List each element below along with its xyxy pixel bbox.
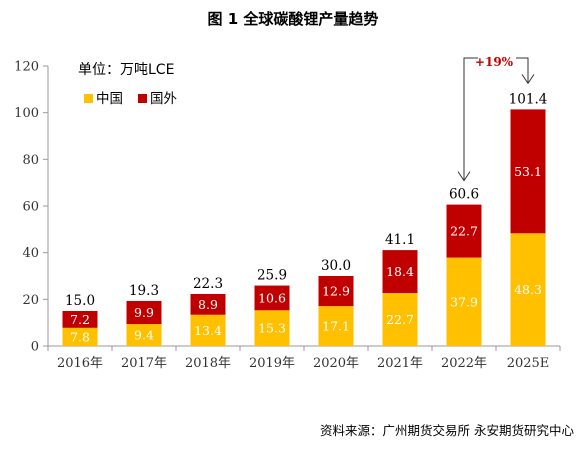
- annotation-line-right: [516, 57, 529, 84]
- legend: 单位：万吨LCE 中国 国外: [78, 62, 177, 107]
- bar-foreign: [126, 300, 162, 325]
- bar-foreign: [446, 204, 482, 258]
- bar-china: [318, 306, 354, 346]
- bar-china: [446, 257, 482, 346]
- total-label: 25.9: [257, 268, 287, 284]
- data-label-foreign: 8.9: [198, 297, 218, 312]
- data-label-foreign: 53.1: [514, 164, 542, 179]
- bar-china: [382, 293, 418, 346]
- bar-china: [190, 314, 226, 346]
- total-label: 15.0: [65, 293, 95, 309]
- annotation-arrowhead-left: [457, 171, 471, 182]
- data-label-foreign: 18.4: [386, 264, 414, 279]
- data-labels: 7.8 7.2 15.0 2016年 9.4 9.9 19.3 2017年 13.4 8.9 22.…: [57, 91, 549, 371]
- unit-label: 单位：万吨LCE: [78, 62, 174, 78]
- bar-china: [126, 324, 162, 346]
- bar-foreign: [190, 293, 226, 315]
- data-label-china: 9.4: [134, 328, 154, 343]
- x-tick-label: 2018年: [185, 356, 231, 371]
- x-tick-label: 2019年: [249, 356, 295, 371]
- x-tick-label: 2022年: [441, 356, 487, 371]
- data-label-china: 48.3: [514, 282, 542, 297]
- data-label-china: 17.1: [322, 319, 350, 334]
- bar-foreign: [510, 109, 546, 234]
- total-label: 22.3: [193, 276, 223, 292]
- growth-label: +19%: [475, 55, 514, 69]
- x-tick-label: 2021年: [377, 356, 423, 371]
- bar-foreign: [318, 276, 354, 307]
- bar-china: [62, 327, 98, 346]
- growth-annotation: +19%: [457, 55, 535, 182]
- legend-label-foreign: 国外: [150, 91, 177, 107]
- y-tick-label: 40: [22, 246, 39, 261]
- legend-swatch-foreign: [138, 94, 147, 103]
- data-label-china: 15.3: [258, 321, 286, 336]
- data-label-foreign: 12.9: [322, 284, 350, 299]
- y-tick-label: 80: [22, 153, 39, 168]
- total-label: 101.4: [509, 91, 548, 107]
- y-tick-label: 20: [22, 293, 39, 308]
- bars: [62, 109, 546, 346]
- bar-foreign: [382, 250, 418, 294]
- total-label: 41.1: [385, 232, 415, 248]
- legend-label-china: 中国: [96, 91, 123, 107]
- y-tick-label: 100: [14, 106, 39, 121]
- y-tick-label: 60: [22, 200, 39, 215]
- data-label-china: 22.7: [386, 312, 414, 327]
- annotation-line-left: [463, 57, 478, 181]
- x-tick-label: 2016年: [57, 356, 103, 371]
- x-tick-label: 2025E: [507, 356, 550, 371]
- data-label-foreign: 9.9: [134, 305, 154, 320]
- data-label-china: 37.9: [450, 294, 478, 309]
- bar-china: [510, 233, 546, 346]
- source-note: 资料来源：广州期货交易所 永安期货研究中心: [320, 423, 574, 438]
- chart-title: 图 1 全球碳酸锂产量趋势: [207, 10, 379, 28]
- legend-swatch-china: [84, 94, 93, 103]
- y-tick-label: 120: [14, 60, 39, 75]
- total-label: 19.3: [129, 283, 159, 299]
- total-label: 60.6: [449, 187, 479, 203]
- bar-china: [254, 310, 290, 346]
- annotation-arrowhead-right: [521, 74, 535, 85]
- data-label-china: 13.4: [194, 323, 222, 338]
- x-tick-label: 2017年: [121, 356, 167, 371]
- bar-foreign: [254, 285, 290, 311]
- axes: 0 20 40 60 80 100 120: [14, 60, 561, 355]
- y-tick-label: 0: [31, 340, 39, 355]
- x-tick-label: 2020年: [313, 356, 359, 371]
- bar-foreign: [62, 311, 98, 328]
- total-label: 30.0: [321, 258, 351, 274]
- data-label-foreign: 7.2: [70, 312, 90, 327]
- data-label-china: 7.8: [70, 329, 90, 344]
- data-label-foreign: 10.6: [258, 290, 286, 305]
- data-label-foreign: 22.7: [450, 224, 478, 239]
